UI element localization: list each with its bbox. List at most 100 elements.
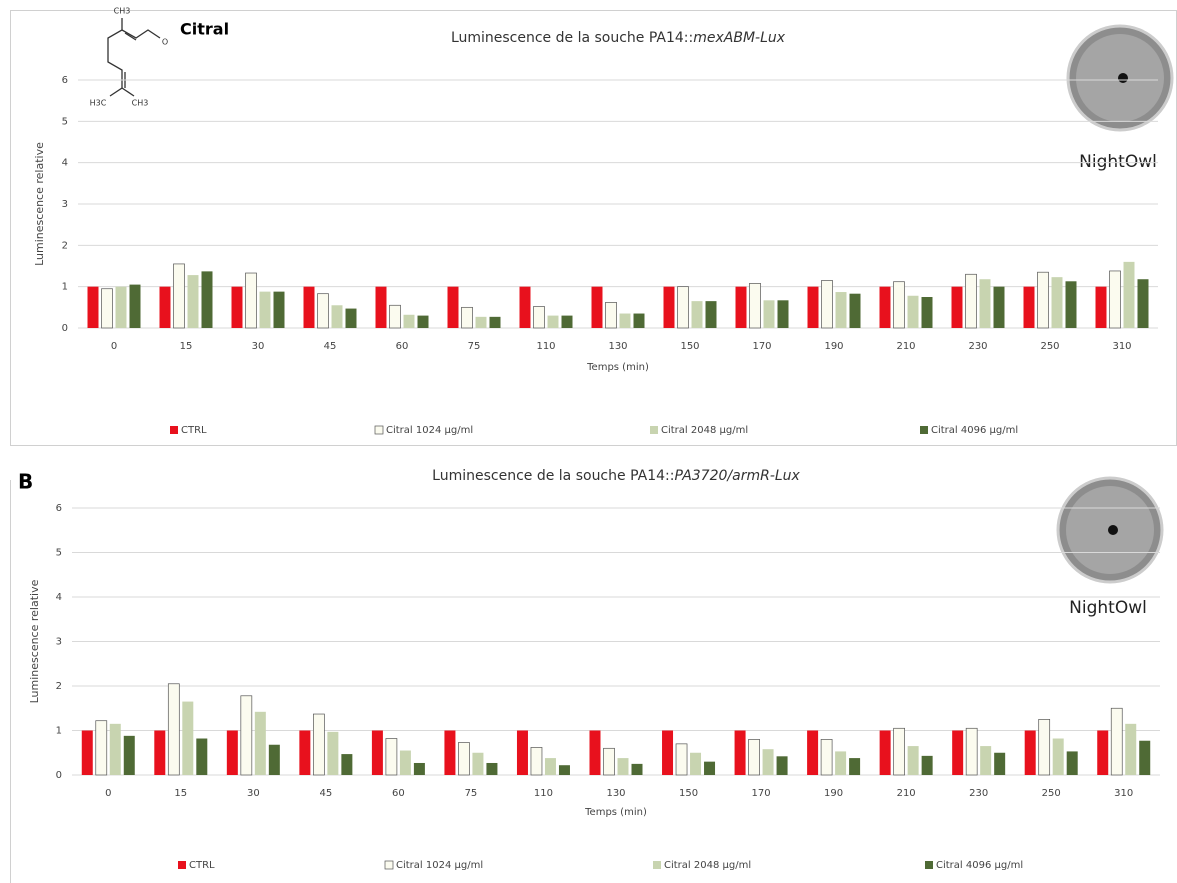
bar [776, 756, 788, 775]
bar [690, 752, 702, 775]
bar [820, 739, 833, 776]
y-tick-label: 4 [62, 158, 68, 169]
bar [763, 300, 775, 328]
x-tick-label: 60 [396, 341, 409, 352]
bar [519, 286, 531, 328]
bar [1110, 707, 1123, 776]
bar [734, 730, 746, 775]
bar [475, 316, 487, 328]
bar [331, 305, 343, 328]
bar [561, 315, 573, 328]
bar [317, 293, 329, 329]
bar [1125, 723, 1137, 775]
bar [705, 301, 717, 328]
compound-name: Citral [180, 20, 229, 39]
x-tick-label: 30 [252, 341, 265, 352]
y-tick-label: 5 [56, 548, 62, 559]
bar [81, 730, 93, 775]
x-tick-label: 130 [606, 788, 625, 799]
x-tick-label: 45 [319, 788, 332, 799]
bar [617, 758, 629, 775]
bond [121, 29, 161, 39]
bar [821, 280, 833, 329]
bar [1037, 271, 1049, 329]
x-tick-label: 0 [105, 788, 111, 799]
bar [417, 315, 429, 328]
legend-label: Citral 1024 µg/ml [386, 425, 473, 436]
x-tick-label: 250 [1042, 788, 1061, 799]
bar [704, 761, 716, 775]
bar [341, 754, 353, 775]
atom-label: CH3 [132, 99, 149, 108]
bar [835, 751, 847, 775]
bar [187, 275, 199, 328]
bar [835, 292, 847, 328]
legend-swatch [920, 426, 928, 434]
bar [461, 306, 473, 329]
x-tick-label: 75 [465, 788, 478, 799]
x-tick-label: 30 [247, 788, 260, 799]
molecule [107, 18, 161, 97]
bar [603, 747, 615, 776]
x-tick-label: 110 [536, 341, 555, 352]
bar [167, 683, 180, 776]
title-part: PA3720/armR-Lux [674, 468, 800, 484]
bar [993, 286, 1005, 328]
bar [371, 730, 383, 775]
bar [735, 286, 747, 328]
y-tick-label: 6 [56, 503, 62, 514]
bar [385, 738, 398, 776]
bond [124, 32, 137, 41]
bar [226, 730, 238, 775]
legend-swatch [384, 860, 394, 870]
bar [273, 291, 285, 328]
bar [777, 300, 789, 328]
title-part: mexABM-Lux [693, 30, 786, 46]
x-tick-label: 110 [534, 788, 553, 799]
x-tick-label: 150 [679, 788, 698, 799]
x-tick-label: 210 [896, 341, 915, 352]
bond [121, 87, 135, 97]
y-axis-label: Luminescence relative [33, 142, 46, 266]
bar [633, 313, 645, 328]
bar [399, 750, 411, 775]
bar [1123, 261, 1135, 328]
x-tick-label: 190 [824, 341, 843, 352]
bar [1023, 286, 1035, 328]
bar [965, 273, 977, 329]
x-tick-label: 190 [824, 788, 843, 799]
bar [951, 286, 963, 328]
x-tick-label: 230 [969, 788, 988, 799]
panel-label: B [18, 470, 33, 494]
legend-swatch [170, 426, 178, 434]
bond [107, 18, 123, 97]
bar [749, 283, 761, 329]
bar [444, 730, 456, 775]
bar [115, 286, 127, 328]
y-tick-label: 5 [62, 116, 68, 127]
bar [303, 286, 315, 328]
legend-label: Citral 4096 µg/ml [936, 860, 1023, 871]
x-axis-label: Temps (min) [584, 807, 647, 818]
colony [1108, 525, 1118, 535]
y-tick-label: 4 [56, 592, 62, 603]
bar [1065, 281, 1077, 328]
bar [299, 730, 311, 775]
bar [907, 295, 919, 328]
bar [486, 762, 498, 775]
bar [762, 749, 774, 775]
x-tick-label: 150 [680, 341, 699, 352]
bar [458, 742, 470, 776]
x-tick-label: 60 [392, 788, 405, 799]
bar [1109, 270, 1121, 329]
x-tick-label: 310 [1114, 788, 1133, 799]
bar [245, 272, 257, 329]
colony [1118, 73, 1128, 83]
image-label: NightOwl [1069, 598, 1147, 618]
bar [662, 730, 674, 775]
bar [907, 746, 919, 775]
bar [893, 727, 905, 776]
legend-swatch [653, 861, 661, 869]
bar [807, 730, 819, 775]
bar [259, 291, 271, 328]
